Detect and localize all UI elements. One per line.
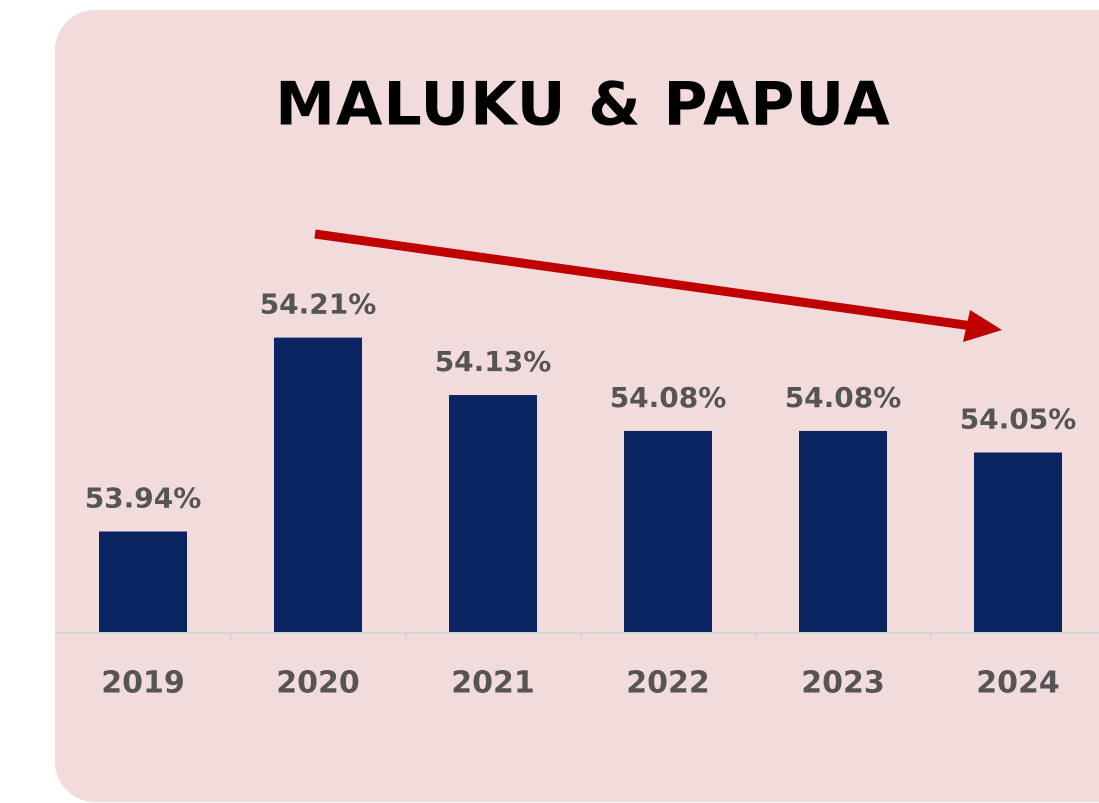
bar xyxy=(449,395,537,632)
value-label: 54.08% xyxy=(785,381,902,414)
x-tick-label: 2019 xyxy=(101,666,185,701)
value-label: 54.08% xyxy=(610,381,727,414)
arrow-head xyxy=(963,310,1002,342)
bar xyxy=(799,430,887,632)
bar xyxy=(974,452,1062,632)
value-label: 54.21% xyxy=(260,288,377,321)
bar xyxy=(99,531,187,632)
value-label: 54.05% xyxy=(960,403,1077,436)
x-tick-label: 2022 xyxy=(626,666,710,701)
bar xyxy=(624,430,712,632)
x-tick-label: 2021 xyxy=(451,666,535,701)
bar xyxy=(274,337,362,632)
value-label: 53.94% xyxy=(85,481,202,514)
x-tick-label: 2020 xyxy=(276,666,360,701)
value-label: 54.13% xyxy=(435,345,552,378)
trend-arrow xyxy=(314,229,973,331)
x-tick-label: 2024 xyxy=(976,666,1060,701)
x-tick-label: 2023 xyxy=(801,666,885,701)
chart-title: MALUKU & PAPUA xyxy=(275,70,890,140)
